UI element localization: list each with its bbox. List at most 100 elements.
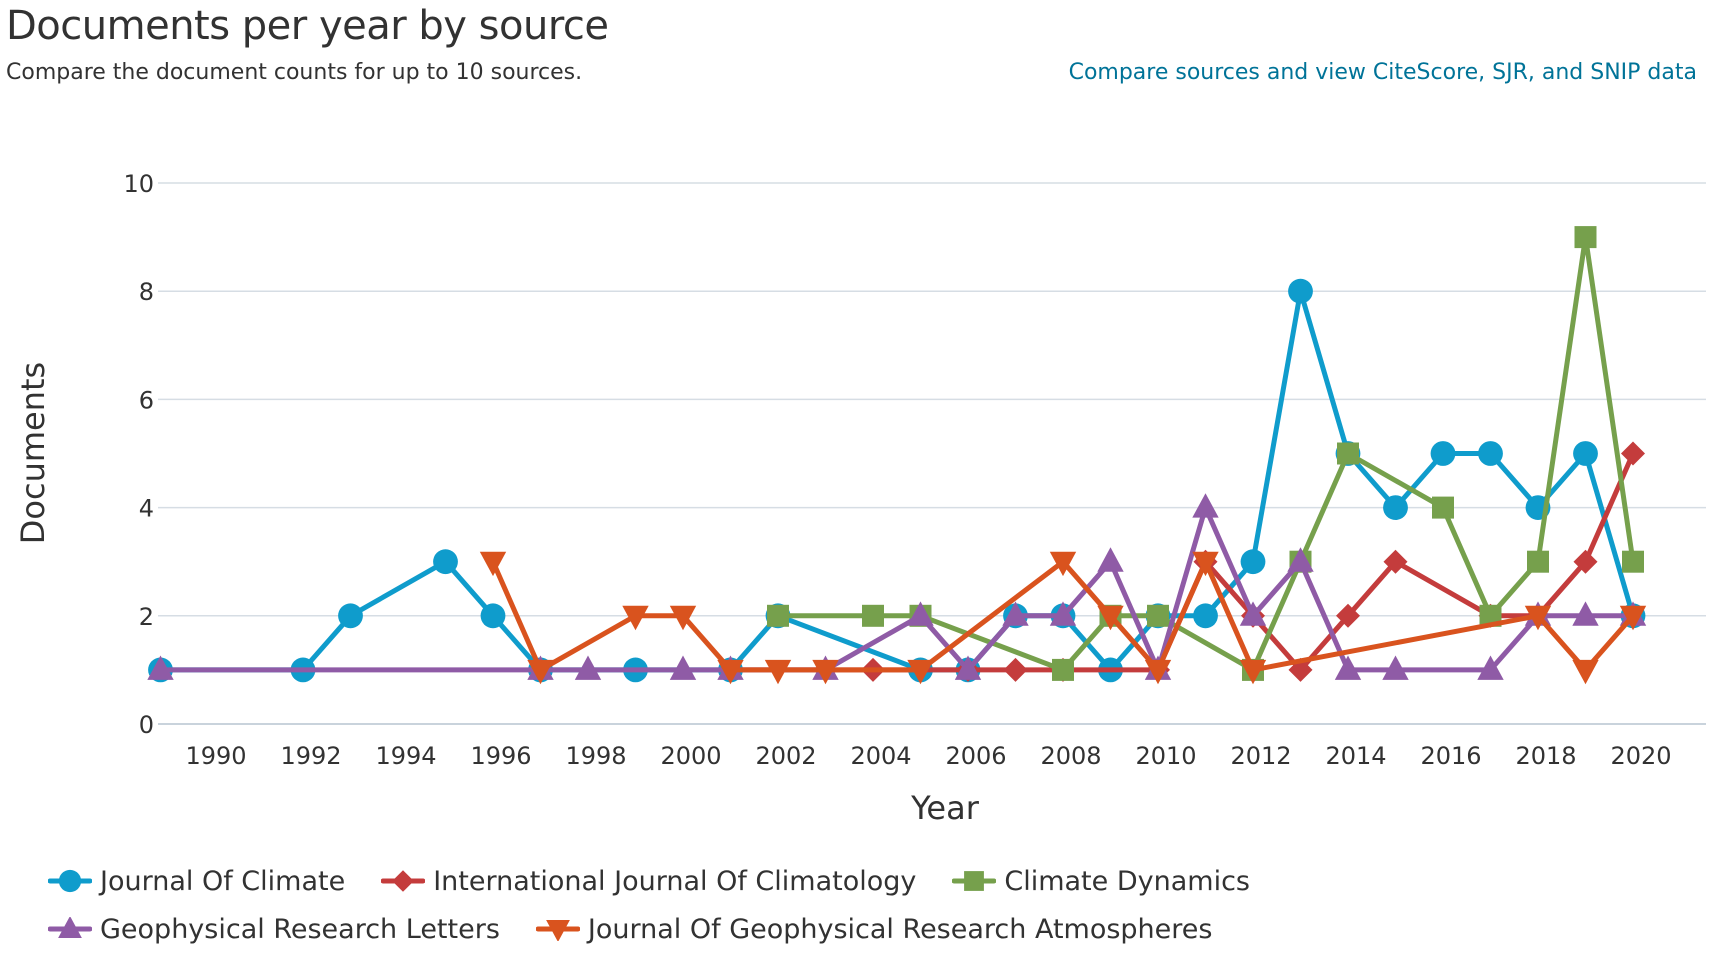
data-point bbox=[527, 659, 554, 685]
page-title: Documents per year by source bbox=[6, 3, 609, 49]
legend-row: Geophysical Research Letters Journal Of G… bbox=[48, 905, 1688, 953]
series-5 bbox=[479, 551, 1647, 685]
legend-marker-icon bbox=[48, 869, 92, 893]
data-point bbox=[1002, 601, 1029, 626]
x-tick-label: 2020 bbox=[1610, 742, 1671, 770]
data-point bbox=[1572, 601, 1599, 626]
legend-marker-icon bbox=[952, 871, 997, 891]
legend-row: Journal Of Climate International Journal … bbox=[48, 857, 1688, 905]
data-point bbox=[1287, 547, 1314, 572]
data-point bbox=[1621, 441, 1645, 466]
data-point bbox=[764, 659, 792, 685]
data-point bbox=[1288, 278, 1313, 304]
axis-ticks: 0 2 4 6 8 10 1990 1992 1994 1996 1998 2000 2002 2004 2… bbox=[123, 170, 1671, 770]
documents-chart: 0 2 4 6 8 10 1990 1992 1994 1996 1998 2000 2002 2004 2… bbox=[14, 170, 1706, 827]
legend-item[interactable]: Geophysical Research Letters bbox=[48, 914, 500, 945]
legend-marker-shape bbox=[964, 871, 985, 891]
legend-item[interactable]: Journal Of Climate bbox=[48, 866, 345, 897]
x-tick-label: 2000 bbox=[660, 742, 721, 770]
x-tick-label: 1996 bbox=[470, 742, 531, 770]
data-point bbox=[1192, 493, 1219, 518]
y-tick-label: 2 bbox=[139, 603, 154, 631]
legend-label: Journal Of Climate bbox=[100, 865, 346, 897]
x-tick-label: 2012 bbox=[1230, 742, 1291, 770]
data-point bbox=[1573, 549, 1598, 574]
series-line bbox=[728, 451, 1636, 673]
legend-item[interactable]: International Journal Of Climatology bbox=[381, 866, 916, 897]
data-point bbox=[1622, 550, 1644, 573]
legend-label: Climate Dynamics bbox=[1004, 865, 1250, 897]
y-tick-label: 10 bbox=[123, 170, 154, 198]
chart-legend: Journal Of Climate International Journal … bbox=[48, 857, 1688, 953]
x-tick-label: 1994 bbox=[375, 742, 436, 770]
data-point bbox=[480, 603, 506, 629]
x-tick-label: 2006 bbox=[945, 742, 1006, 770]
data-point bbox=[1336, 603, 1360, 628]
legend-label: International Journal Of Climatology bbox=[433, 865, 917, 897]
data-point bbox=[479, 551, 507, 577]
data-point bbox=[1097, 547, 1124, 572]
series-4 bbox=[147, 493, 1647, 680]
data-point bbox=[862, 604, 884, 627]
y-axis-title: Documents bbox=[14, 362, 52, 544]
data-point bbox=[954, 655, 982, 680]
data-point bbox=[622, 605, 649, 631]
data-point bbox=[1192, 551, 1219, 577]
data-point bbox=[338, 603, 363, 629]
data-point bbox=[1049, 551, 1077, 577]
x-tick-label: 2018 bbox=[1515, 742, 1576, 770]
series-line bbox=[158, 505, 1636, 673]
series-1 bbox=[148, 278, 1646, 683]
legend-marker-shape bbox=[58, 917, 82, 938]
data-point bbox=[1003, 657, 1028, 682]
y-tick-label: 0 bbox=[139, 711, 154, 739]
x-tick-label: 1992 bbox=[280, 742, 341, 770]
x-tick-label: 2014 bbox=[1325, 742, 1386, 770]
x-tick-label: 2004 bbox=[850, 742, 911, 770]
data-point bbox=[1144, 659, 1172, 685]
data-point bbox=[767, 604, 789, 627]
legend-marker-icon bbox=[48, 917, 92, 938]
compare-sources-link[interactable]: Compare sources and view CiteScore, SJR,… bbox=[1068, 60, 1697, 85]
legend-item[interactable]: Climate Dynamics bbox=[952, 866, 1250, 897]
data-point bbox=[1524, 605, 1552, 631]
data-point bbox=[1432, 496, 1454, 519]
y-tick-label: 6 bbox=[139, 386, 154, 414]
data-point bbox=[812, 659, 839, 685]
y-tick-label: 4 bbox=[139, 495, 154, 523]
x-tick-label: 2002 bbox=[755, 742, 816, 770]
data-point bbox=[1430, 441, 1456, 466]
x-tick-label: 1998 bbox=[565, 742, 626, 770]
legend-label: Journal Of Geophysical Research Atmosphe… bbox=[587, 913, 1213, 945]
data-point bbox=[1049, 601, 1077, 626]
grid-lines bbox=[158, 182, 1706, 725]
legend-item[interactable]: Journal Of Geophysical Research Atmosphe… bbox=[535, 913, 1213, 945]
data-point bbox=[433, 549, 458, 575]
data-point bbox=[669, 655, 697, 680]
x-tick-label: 2016 bbox=[1420, 742, 1481, 770]
data-point bbox=[1239, 601, 1267, 626]
data-point bbox=[1052, 658, 1074, 681]
data-point bbox=[1572, 659, 1599, 685]
data-point bbox=[1147, 604, 1169, 627]
x-axis-title: Year bbox=[910, 789, 980, 827]
series-lines bbox=[147, 226, 1647, 685]
x-tick-label: 2008 bbox=[1040, 742, 1101, 770]
data-point bbox=[717, 659, 744, 685]
data-point bbox=[1193, 603, 1218, 629]
x-tick-label: 1990 bbox=[185, 742, 246, 770]
data-point bbox=[1240, 549, 1266, 575]
data-point bbox=[1383, 495, 1408, 520]
data-point bbox=[907, 601, 934, 626]
data-point bbox=[1477, 655, 1504, 680]
series-line bbox=[490, 559, 1636, 673]
legend-marker-shape bbox=[546, 920, 570, 941]
data-point bbox=[1619, 605, 1647, 631]
data-point bbox=[1239, 659, 1267, 685]
data-point bbox=[1097, 605, 1124, 631]
series-line bbox=[158, 288, 1636, 673]
data-point bbox=[907, 659, 934, 685]
legend-marker-shape bbox=[58, 869, 82, 893]
data-point bbox=[147, 655, 174, 680]
data-point bbox=[1337, 442, 1359, 465]
